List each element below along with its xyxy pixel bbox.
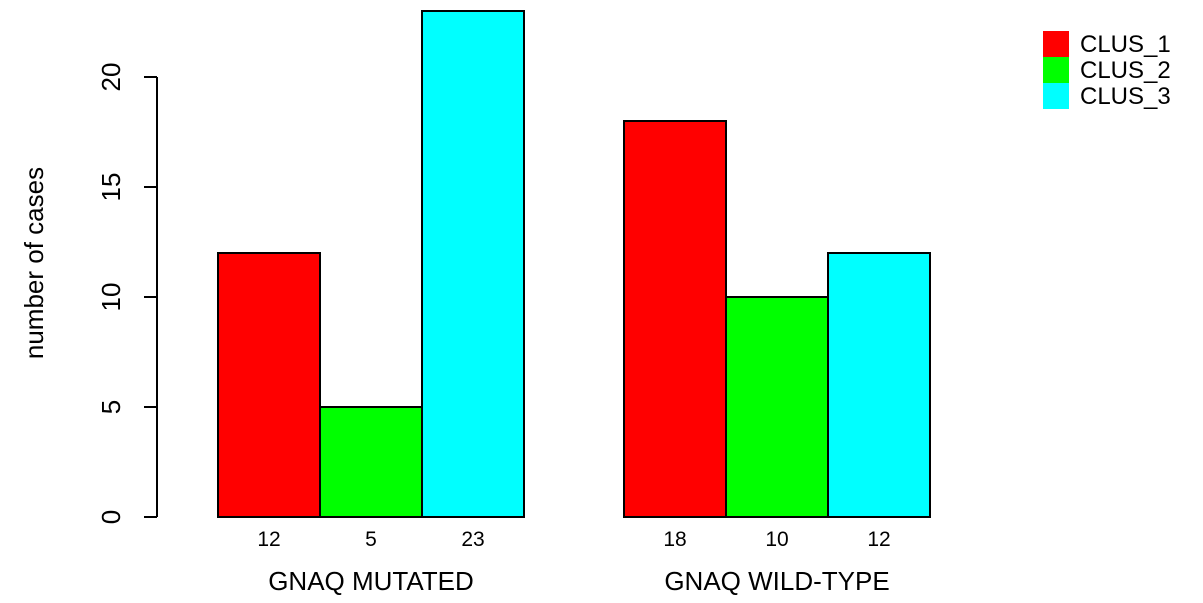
- y-tick-label: 20: [96, 63, 126, 92]
- y-axis-label: number of cases: [19, 167, 49, 359]
- bar-clus-1-1: [623, 120, 727, 518]
- y-tick-label: 0: [96, 510, 126, 524]
- bar-value-label: 23: [461, 528, 484, 551]
- bar-clus-3-0: [421, 10, 525, 518]
- legend-label: CLUS_2: [1080, 57, 1171, 84]
- bars-group: [217, 10, 931, 518]
- y-tick-label: 15: [96, 173, 126, 202]
- legend-swatch: [1043, 57, 1069, 83]
- value-labels-group: 12 5 23 18 10 12: [257, 528, 890, 551]
- bar-value-label: 10: [765, 528, 788, 551]
- bar-clus-2-0: [319, 406, 423, 518]
- legend-swatch: [1043, 83, 1069, 109]
- bar-value-label: 5: [365, 528, 377, 551]
- bar-clus-2-1: [725, 296, 829, 518]
- legend-label: CLUS_3: [1080, 83, 1171, 110]
- bar-value-label: 18: [663, 528, 686, 551]
- y-axis: 0 5 10 15 20: [96, 63, 158, 524]
- legend-swatch: [1043, 31, 1069, 57]
- bar-clus-1-0: [217, 252, 321, 518]
- legend-label: CLUS_1: [1080, 31, 1171, 58]
- y-tick-label: 5: [96, 400, 126, 414]
- category-label: GNAQ WILD-TYPE: [664, 566, 889, 596]
- y-tick-label: 10: [96, 283, 126, 312]
- bar-value-label: 12: [867, 528, 890, 551]
- bar-value-label: 12: [257, 528, 280, 551]
- category-label: GNAQ MUTATED: [268, 566, 474, 596]
- bar-clus-3-1: [827, 252, 931, 518]
- category-labels-group: GNAQ MUTATED GNAQ WILD-TYPE: [268, 566, 889, 596]
